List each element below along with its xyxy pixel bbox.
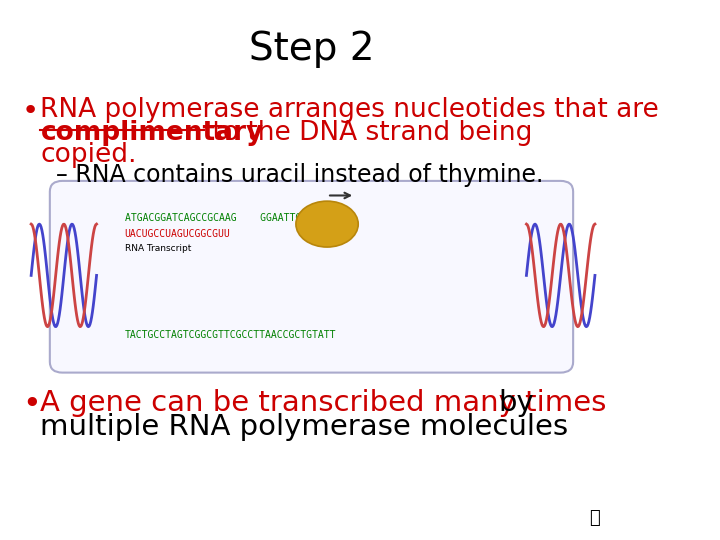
FancyBboxPatch shape (50, 181, 573, 373)
Text: to the DNA strand being: to the DNA strand being (204, 120, 533, 146)
Text: UACUGCCUAGUCGGCGUU: UACUGCCUAGUCGGCGUU (125, 229, 230, 239)
Text: RNA Transcript: RNA Transcript (125, 244, 191, 253)
Text: 🐸: 🐸 (590, 509, 600, 526)
Text: Step 2: Step 2 (248, 30, 374, 68)
Text: ATGACGGATCAGCCGCAAG    GGAATTGGCGACATAA: ATGACGGATCAGCCGCAAG GGAATTGGCGACATAA (125, 213, 354, 224)
Text: RNA polymerase arranges nucleotides that are: RNA polymerase arranges nucleotides that… (40, 97, 660, 123)
Text: •: • (22, 97, 39, 125)
Text: complimentary: complimentary (40, 120, 264, 146)
Text: – RNA contains uracil instead of thymine.: – RNA contains uracil instead of thymine… (56, 163, 544, 187)
Text: copied.: copied. (40, 142, 137, 168)
Text: A gene can be transcribed many times: A gene can be transcribed many times (40, 389, 616, 417)
Text: TACTGCCTAGTCGGCGTTCGCCTTAACCGCTGTATT: TACTGCCTAGTCGGCGTTCGCCTTAACCGCTGTATT (125, 330, 336, 341)
Text: by: by (498, 389, 534, 417)
Text: •: • (22, 389, 40, 420)
Text: multiple RNA polymerase molecules: multiple RNA polymerase molecules (40, 413, 569, 441)
Ellipse shape (296, 201, 359, 247)
